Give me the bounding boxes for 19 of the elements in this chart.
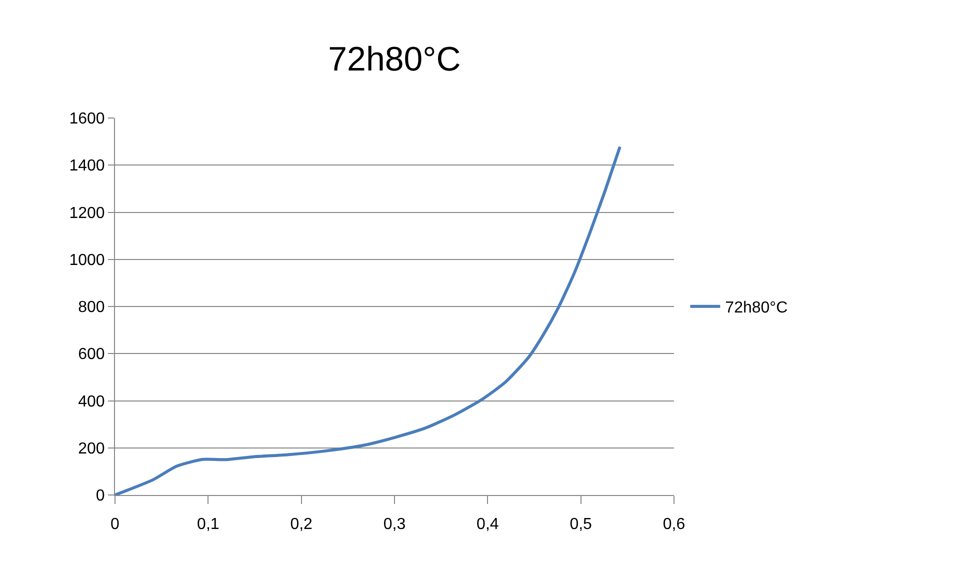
y-tick-label: 800: [78, 299, 105, 316]
y-tick-label: 1400: [69, 158, 105, 175]
y-tick-label: 0: [96, 488, 105, 505]
legend-label: 72h80°C: [725, 300, 788, 317]
x-tick-label: 0,6: [662, 516, 686, 534]
x-tick-label: 0,2: [290, 516, 313, 534]
y-tick-label: 1200: [69, 204, 105, 222]
x-tick-label: 0,1: [197, 516, 220, 534]
chart-title: 72h80°C: [328, 40, 461, 78]
x-tick-label: 0,3: [383, 516, 406, 534]
x-tick-label: 0,5: [570, 516, 592, 534]
y-tick-label: 200: [78, 440, 105, 458]
y-tick-label: 600: [78, 346, 105, 364]
line-series: [115, 145, 622, 495]
y-tick-label: 1600: [69, 110, 105, 128]
y-tick-label: 1000: [69, 252, 105, 269]
x-tick-label: 0,4: [476, 516, 499, 534]
y-tick-label: 400: [78, 393, 105, 410]
x-tick-label: 0: [110, 516, 120, 534]
